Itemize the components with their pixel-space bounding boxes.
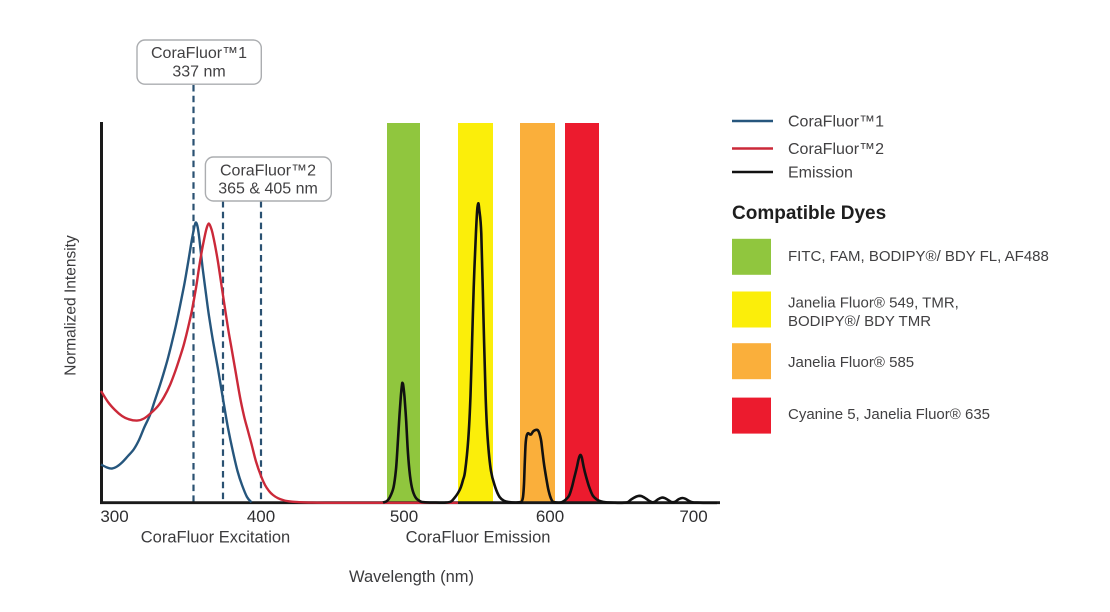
- svg-text:FITC, FAM, BODIPY®/ BDY FL, AF: FITC, FAM, BODIPY®/ BDY FL, AF488: [788, 248, 1049, 265]
- svg-text:CoraFluor™1: CoraFluor™1: [788, 114, 884, 131]
- svg-text:400: 400: [247, 507, 275, 526]
- svg-text:Cyanine 5, Janelia Fluor® 635: Cyanine 5, Janelia Fluor® 635: [788, 406, 990, 423]
- svg-text:337 nm: 337 nm: [172, 64, 225, 81]
- svg-text:300: 300: [100, 507, 128, 526]
- svg-text:600: 600: [536, 507, 564, 526]
- svg-text:Janelia Fluor® 585: Janelia Fluor® 585: [788, 354, 914, 371]
- svg-text:CoraFluor™1: CoraFluor™1: [151, 45, 247, 62]
- svg-text:Emission: Emission: [788, 165, 853, 182]
- svg-text:Wavelength (nm): Wavelength (nm): [349, 568, 474, 586]
- svg-text:700: 700: [679, 507, 707, 526]
- svg-text:365 & 405 nm: 365 & 405 nm: [218, 181, 318, 198]
- svg-text:CoraFluor Emission: CoraFluor Emission: [406, 529, 551, 547]
- svg-text:CoraFluor™2: CoraFluor™2: [220, 163, 316, 180]
- svg-text:CoraFluor Excitation: CoraFluor Excitation: [141, 529, 290, 547]
- svg-text:BODIPY®/ BDY TMR: BODIPY®/ BDY TMR: [788, 313, 931, 330]
- svg-text:500: 500: [390, 507, 418, 526]
- svg-text:Normalized Intensity: Normalized Intensity: [63, 235, 80, 376]
- svg-text:CoraFluor™2: CoraFluor™2: [788, 141, 884, 158]
- svg-text:Janelia Fluor® 549, TMR,: Janelia Fluor® 549, TMR,: [788, 295, 959, 312]
- svg-text:Compatible Dyes: Compatible Dyes: [732, 203, 886, 224]
